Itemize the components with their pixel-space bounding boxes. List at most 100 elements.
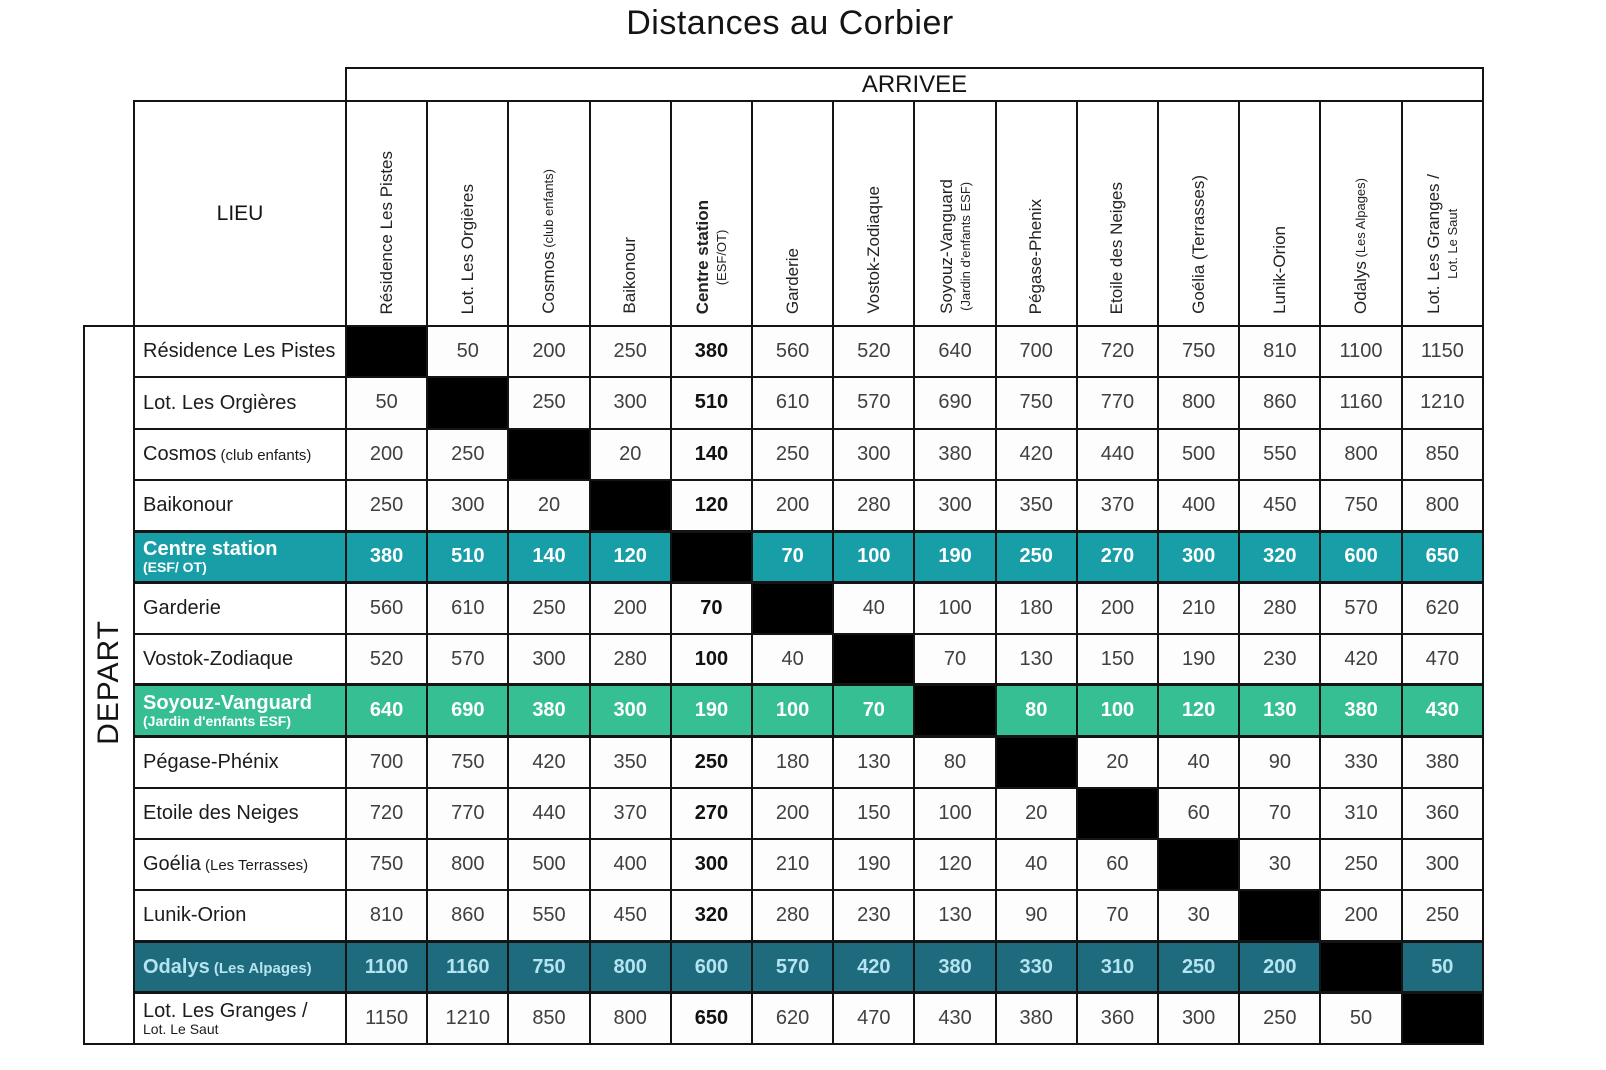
row-header-4: Baikonour: [133, 478, 347, 533]
row-header-13: Odalys (Les Alpages): [133, 939, 347, 995]
arrivee-axis-label: ARRIVEE: [345, 67, 1484, 102]
row-header-8: Soyouz-Vanguard (Jardin d'enfants ESF): [133, 683, 347, 738]
diagonal-cell: [1319, 939, 1403, 995]
cell-r8-c10: 100: [1075, 683, 1160, 738]
col-header-4: Baikonour: [588, 100, 672, 327]
row-header-9: Pégase-Phénix: [133, 735, 347, 789]
cell-r12-c14: 250: [1400, 889, 1485, 943]
cell-r4-c5: 120: [669, 478, 754, 533]
cell-r7-c9: 130: [994, 632, 1078, 686]
cell-r13-c2: 1160: [426, 939, 510, 995]
cell-r6-c2: 610: [426, 581, 510, 635]
cell-r11-c1: 750: [344, 837, 429, 892]
cell-r5-c4: 120: [588, 529, 672, 584]
cell-r8-c14: 430: [1400, 683, 1485, 738]
cell-r1-c4: 250: [588, 324, 672, 379]
cell-r14-c2: 1210: [426, 991, 510, 1046]
cell-r10-c2: 770: [426, 786, 510, 840]
cell-r7-c10: 150: [1075, 632, 1160, 686]
cell-r2-c9: 750: [994, 376, 1078, 430]
table-row-10: Etoile des Neiges 720 770 440 370 270 200 150 10…: [84, 786, 1485, 840]
cell-r12-c10: 70: [1075, 889, 1160, 943]
cell-r12-c7: 230: [832, 889, 916, 943]
row-header-12: Lunik-Orion: [133, 889, 347, 943]
cell-r10-c5: 270: [669, 786, 754, 840]
cell-r9-c1: 700: [344, 735, 429, 789]
cell-r12-c5: 320: [669, 889, 754, 943]
table-row-9: Pégase-Phénix 700 750 420 350 250 180 130 80 20 40…: [84, 735, 1485, 789]
cell-r14-c10: 360: [1075, 991, 1160, 1046]
diagonal-cell: [1157, 837, 1241, 892]
cell-r12-c3: 550: [507, 889, 591, 943]
cell-r8-c9: 80: [994, 683, 1078, 738]
cell-r14-c6: 620: [751, 991, 835, 1046]
cell-r8-c11: 120: [1157, 683, 1241, 738]
cell-r6-c7: 40: [832, 581, 916, 635]
cell-r13-c1: 1100: [344, 939, 429, 995]
cell-r3-c1: 200: [344, 427, 429, 481]
cell-r3-c4: 20: [588, 427, 672, 481]
cell-r2-c12: 860: [1238, 376, 1322, 430]
diagonal-cell: [994, 735, 1078, 789]
cell-r4-c11: 400: [1157, 478, 1241, 533]
cell-r10-c13: 310: [1319, 786, 1403, 840]
cell-r1-c14: 1150: [1400, 324, 1485, 379]
col-header-1: Résidence Les Pistes: [344, 100, 429, 327]
cell-r8-c3: 380: [507, 683, 591, 738]
cell-r12-c11: 30: [1157, 889, 1241, 943]
cell-r6-c10: 200: [1075, 581, 1160, 635]
table-row-11: Goélia (Les Terrasses) 750 800 500 400 300 210…: [84, 837, 1485, 892]
cell-r1-c9: 700: [994, 324, 1078, 379]
cell-r4-c8: 300: [913, 478, 997, 533]
cell-r7-c12: 230: [1238, 632, 1322, 686]
cell-r10-c12: 70: [1238, 786, 1322, 840]
cell-r14-c7: 470: [832, 991, 916, 1046]
row-header-11: Goélia (Les Terrasses): [133, 837, 347, 892]
cell-r12-c6: 280: [751, 889, 835, 943]
depart-axis-label: DEPART: [83, 325, 135, 1045]
cell-r10-c8: 100: [913, 786, 997, 840]
col-header-5: Centre station (ESF/OT): [669, 100, 754, 327]
cell-r13-c10: 310: [1075, 939, 1160, 995]
cell-r14-c12: 250: [1238, 991, 1322, 1046]
cell-r13-c6: 570: [751, 939, 835, 995]
cell-r6-c13: 570: [1319, 581, 1403, 635]
table-row-3: Cosmos (club enfants) 200 250 20 140 250 300 38…: [84, 427, 1485, 481]
cell-r6-c3: 250: [507, 581, 591, 635]
cell-r7-c11: 190: [1157, 632, 1241, 686]
cell-r3-c8: 380: [913, 427, 997, 481]
cell-r6-c9: 180: [994, 581, 1078, 635]
diagonal-cell: [1400, 991, 1485, 1046]
cell-r11-c10: 60: [1075, 837, 1160, 892]
cell-r13-c7: 420: [832, 939, 916, 995]
cell-r11-c4: 400: [588, 837, 672, 892]
cell-r6-c1: 560: [344, 581, 429, 635]
cell-r7-c8: 70: [913, 632, 997, 686]
cell-r4-c13: 750: [1319, 478, 1403, 533]
table-row-12: Lunik-Orion 810 860 550 450 320 280 230 130 90 70 3…: [84, 889, 1485, 943]
cell-r13-c12: 200: [1238, 939, 1322, 995]
cell-r11-c8: 120: [913, 837, 997, 892]
cell-r13-c3: 750: [507, 939, 591, 995]
diagonal-cell: [344, 324, 429, 379]
cell-r4-c3: 20: [507, 478, 591, 533]
cell-r6-c8: 100: [913, 581, 997, 635]
table-row-13: Odalys (Les Alpages) 1100 1160 750 800 600 570…: [84, 939, 1485, 995]
cell-r9-c8: 80: [913, 735, 997, 789]
cell-r11-c6: 210: [751, 837, 835, 892]
cell-r1-c8: 640: [913, 324, 997, 379]
cell-r8-c12: 130: [1238, 683, 1322, 738]
table-row-7: Vostok-Zodiaque 520 570 300 280 100 40 70 130 150…: [84, 632, 1485, 686]
cell-r3-c9: 420: [994, 427, 1078, 481]
table-row-6: Garderie 560 610 250 200 70 40 100 180 200 210 280 5…: [84, 581, 1485, 635]
cell-r13-c9: 330: [994, 939, 1078, 995]
cell-r7-c14: 470: [1400, 632, 1485, 686]
cell-r8-c1: 640: [344, 683, 429, 738]
cell-r10-c6: 200: [751, 786, 835, 840]
cell-r6-c4: 200: [588, 581, 672, 635]
diagonal-cell: [1075, 786, 1160, 840]
cell-r4-c7: 280: [832, 478, 916, 533]
cell-r2-c10: 770: [1075, 376, 1160, 430]
cell-r5-c13: 600: [1319, 529, 1403, 584]
cell-r9-c3: 420: [507, 735, 591, 789]
